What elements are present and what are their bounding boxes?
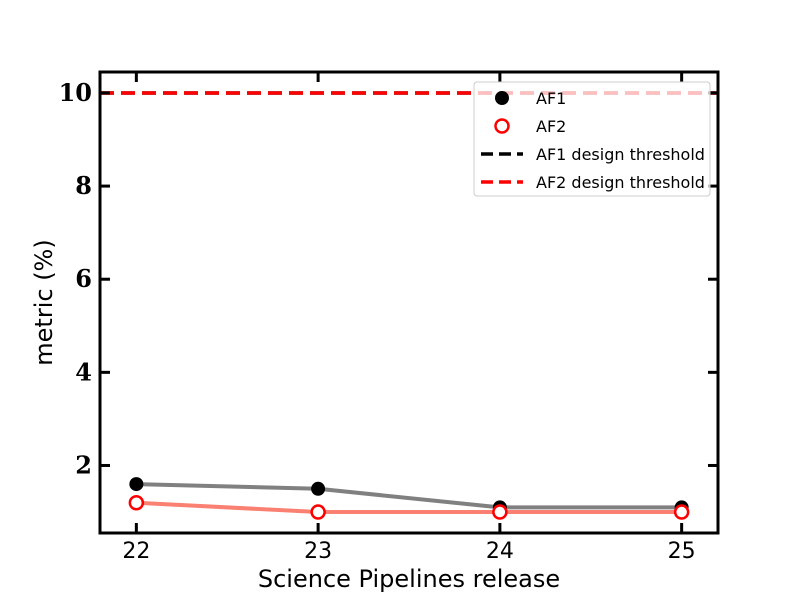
x-axis-label: Science Pipelines release — [258, 565, 560, 593]
series-line-1 — [136, 482, 682, 510]
legend-label-4: AF2 design threshold — [536, 173, 705, 192]
x-tick-label-3: 24 — [486, 539, 514, 564]
legend-box — [473, 81, 711, 197]
legend-label-3: AF1 design threshold — [536, 145, 705, 164]
data-point-series-2-4 — [673, 504, 690, 520]
data-point-series-1-2 — [311, 481, 326, 496]
data-point-series-2-2 — [310, 504, 326, 520]
y-tick-label-4: 8 — [75, 171, 92, 200]
x-tick-label-4: 25 — [668, 539, 696, 564]
series-lines — [136, 482, 682, 515]
legend-label-2: AF2 — [536, 117, 566, 136]
data-point-series-2-1 — [128, 494, 145, 511]
y-tick-label-3: 6 — [75, 264, 92, 293]
data-point-series-2-3 — [492, 504, 508, 520]
x-tick-label-1: 22 — [122, 539, 150, 564]
y-axis-label: metric (%) — [30, 239, 58, 365]
series-points — [128, 477, 690, 520]
legend-marker-1 — [495, 91, 509, 105]
y-tick-label-2: 4 — [75, 357, 92, 386]
series-line-2 — [136, 500, 682, 515]
legend: AF1 AF2 AF1 design threshold AF2 design thr… — [473, 81, 711, 197]
x-tick-label-2: 23 — [304, 539, 332, 564]
legend-label-1: AF1 — [536, 89, 566, 108]
y-tick-label-5: 10 — [59, 78, 92, 107]
legend-marker-2 — [494, 118, 510, 134]
data-point-series-1-1 — [129, 477, 144, 492]
y-tick-label-1: 2 — [75, 450, 92, 479]
plot-frame — [98, 70, 720, 535]
